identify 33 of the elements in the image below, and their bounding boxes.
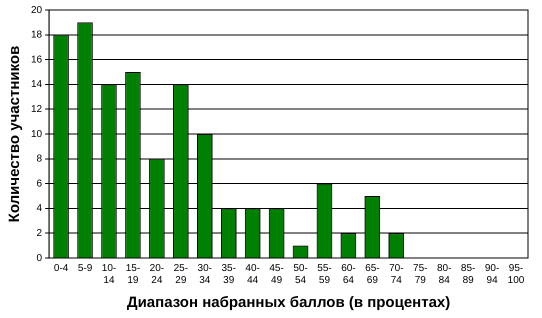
x-tick-label: 30-34 xyxy=(198,262,212,286)
y-tick-label: 18 xyxy=(31,30,43,41)
x-tick-label: 75-79 xyxy=(413,262,428,286)
x-tick-label: 85-89 xyxy=(460,262,476,286)
x-tick-label: 10-14 xyxy=(102,262,116,286)
y-tick-label: 0 xyxy=(36,252,43,264)
x-tick-label: 15-19 xyxy=(126,262,140,286)
y-tick-label: 4 xyxy=(36,203,43,214)
x-tick-label: 45-49 xyxy=(269,262,284,286)
x-tick-label: 20-24 xyxy=(150,262,164,286)
y-tick-label: 6 xyxy=(36,178,43,190)
y-axis-title: Количество участников xyxy=(6,46,24,222)
y-tick-label: 12 xyxy=(31,104,43,115)
x-tick-label: 95-100 xyxy=(508,262,525,286)
x-tick-label: 25-29 xyxy=(174,262,188,286)
x-axis-title: Диапазон набранных баллов (в процентах) xyxy=(126,294,450,312)
y-tick-label: 16 xyxy=(31,54,43,66)
x-tick-label: 90-94 xyxy=(484,262,500,286)
y-tick-label: 2 xyxy=(36,228,43,239)
x-tick-label: 60-64 xyxy=(341,262,356,286)
y-tick-label: 20 xyxy=(31,4,43,16)
y-tick-label: 14 xyxy=(31,79,43,90)
x-tick-label: 40-44 xyxy=(245,262,260,286)
x-tick-label: 0-4 xyxy=(54,262,69,274)
x-tick-label: 70-74 xyxy=(389,262,404,286)
x-tick-label: 5-9 xyxy=(78,262,93,274)
y-tick-label: 10 xyxy=(31,128,43,140)
x-tick-label: 50-54 xyxy=(293,262,308,286)
x-tick-label: 35-39 xyxy=(221,262,236,286)
x-tick-label: 55-59 xyxy=(317,262,332,286)
y-tick-label: 8 xyxy=(36,154,43,165)
x-tick-label: 65-69 xyxy=(365,262,380,286)
x-tick-label: 80-84 xyxy=(436,262,452,286)
